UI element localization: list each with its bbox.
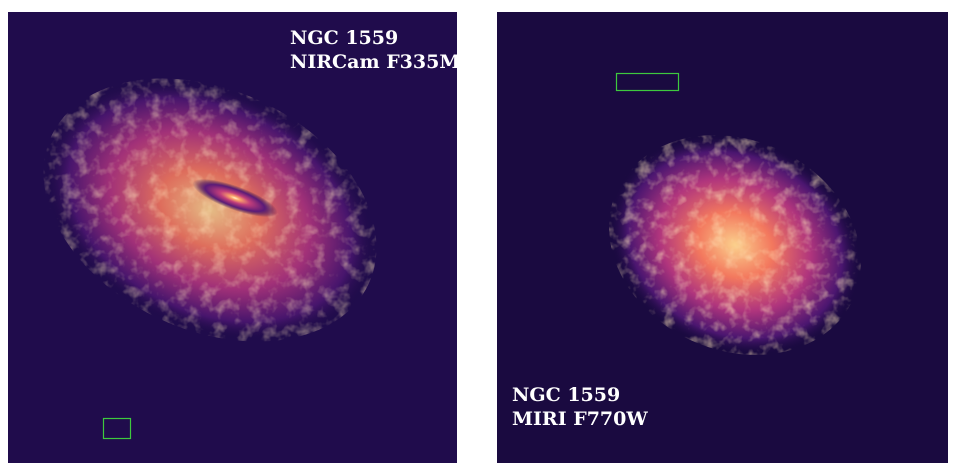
instrument-label: MIRI F770W <box>512 408 648 430</box>
region-box <box>102 417 132 440</box>
panel-nircam: NGC 1559 NIRCam F335M <box>8 12 460 463</box>
object-label: NGC 1559 <box>512 384 620 406</box>
object-label: NGC 1559 <box>290 27 398 49</box>
panel-miri: NGC 1559 MIRI F770W <box>497 12 948 463</box>
galaxy-bar <box>192 178 278 218</box>
instrument-label: NIRCam F335M <box>290 51 460 73</box>
region-box <box>615 72 680 92</box>
